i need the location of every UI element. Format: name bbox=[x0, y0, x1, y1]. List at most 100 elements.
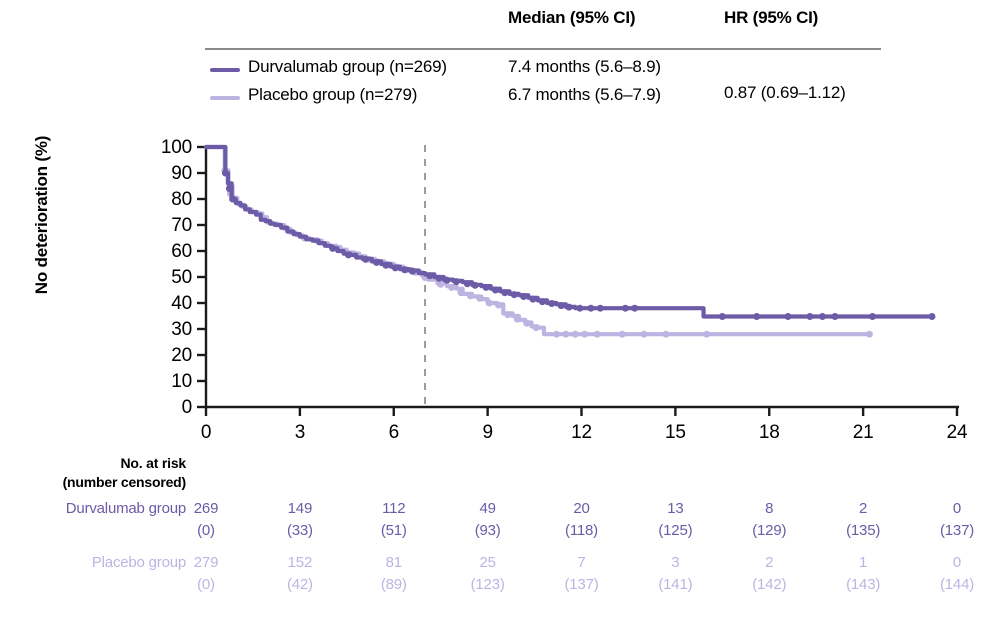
censor-mark bbox=[435, 274, 443, 282]
censor-mark bbox=[426, 272, 434, 280]
risk-row-label-durvalumab: Durvalumab group bbox=[65, 500, 186, 517]
x-tick-label-15: 15 bbox=[665, 422, 686, 443]
legend-swatch-placebo bbox=[210, 96, 240, 100]
censor-mark bbox=[596, 304, 604, 312]
censor-mark bbox=[221, 169, 229, 177]
risk-cell-at-risk: 49 bbox=[479, 500, 496, 517]
risk-cell-censored: (141) bbox=[658, 576, 693, 593]
survival-curve-line bbox=[203, 144, 935, 319]
censor-mark bbox=[466, 292, 474, 300]
censor-mark bbox=[581, 330, 589, 338]
y-tick-label-80: 80 bbox=[171, 189, 192, 210]
censor-mark bbox=[532, 324, 540, 332]
censor-mark bbox=[513, 315, 521, 323]
legend-summary-table: Median (95% CI) HR (95% CI) Durvalumab g… bbox=[205, 8, 881, 113]
censor-mark bbox=[529, 295, 537, 303]
median-column-header: Median (95% CI) bbox=[508, 8, 636, 27]
y-tick-label-70: 70 bbox=[171, 215, 192, 236]
x-tick-label-12: 12 bbox=[571, 422, 592, 443]
censor-mark bbox=[621, 304, 629, 312]
y-tick-label-30: 30 bbox=[171, 319, 192, 340]
x-tick-label-18: 18 bbox=[759, 422, 780, 443]
censor-mark bbox=[640, 330, 648, 338]
risk-cell-censored: (0) bbox=[197, 522, 215, 539]
censor-mark bbox=[401, 266, 409, 274]
risk-cell-censored: (0) bbox=[197, 576, 215, 593]
risk-cell-at-risk: 1 bbox=[859, 554, 868, 571]
censor-mark bbox=[538, 298, 546, 306]
censor-mark bbox=[865, 330, 873, 338]
censor-mark bbox=[373, 258, 381, 266]
legend-median-durvalumab: 7.4 months (5.6–8.9) bbox=[508, 57, 661, 76]
censor-mark bbox=[382, 261, 390, 269]
censor-mark bbox=[520, 293, 528, 300]
y-tick-label-40: 40 bbox=[171, 293, 192, 314]
risk-title-line1: No. at risk bbox=[120, 455, 187, 471]
censor-mark bbox=[491, 286, 499, 294]
numbers-at-risk-table: No. at risk (number censored) Durvalumab… bbox=[0, 452, 996, 624]
censor-mark bbox=[225, 185, 233, 193]
risk-cell-at-risk: 112 bbox=[382, 500, 406, 517]
censor-mark bbox=[476, 294, 484, 302]
hazard-ratio-value: 0.87 (0.69–1.12) bbox=[724, 83, 846, 102]
y-tick-label-60: 60 bbox=[171, 241, 192, 262]
censor-mark bbox=[631, 304, 639, 312]
censor-mark bbox=[457, 289, 465, 297]
censor-mark bbox=[548, 300, 556, 308]
y-tick-label-0: 0 bbox=[182, 397, 192, 418]
censor-mark bbox=[718, 313, 726, 321]
risk-cell-at-risk: 2 bbox=[859, 500, 868, 517]
legend-median-placebo: 6.7 months (5.6–7.9) bbox=[508, 85, 661, 104]
plot-area: No deterioration (%) 0 10 20 30 40 50 60 70 80 90… bbox=[32, 136, 968, 443]
risk-cell-censored: (137) bbox=[564, 576, 599, 593]
series-placebo bbox=[203, 144, 873, 338]
censor-mark bbox=[391, 264, 399, 272]
risk-cell-at-risk: 0 bbox=[952, 500, 962, 517]
censor-mark bbox=[437, 280, 445, 288]
censor-mark bbox=[362, 255, 370, 263]
risk-cell-censored: (135) bbox=[846, 522, 881, 539]
censor-mark bbox=[818, 313, 826, 321]
censor-mark bbox=[471, 281, 479, 289]
censor-mark bbox=[448, 283, 456, 291]
censor-mark bbox=[587, 304, 595, 312]
censor-mark bbox=[662, 330, 670, 338]
risk-cell-at-risk: 149 bbox=[287, 500, 313, 517]
censor-mark bbox=[593, 330, 601, 338]
risk-cell-censored: (137) bbox=[939, 522, 975, 539]
censor-mark bbox=[495, 301, 503, 309]
risk-cell-censored: (123) bbox=[470, 576, 505, 593]
legend-label-placebo: Placebo group (n=279) bbox=[248, 85, 418, 104]
censor-mark bbox=[928, 313, 936, 321]
y-tick-label-10: 10 bbox=[171, 371, 192, 392]
risk-cell-censored: (125) bbox=[658, 522, 693, 539]
censor-mark bbox=[443, 276, 451, 284]
risk-cell-at-risk: 279 bbox=[193, 554, 219, 571]
censor-mark bbox=[806, 313, 814, 321]
censor-mark bbox=[452, 278, 460, 286]
censor-mark bbox=[571, 330, 579, 338]
risk-cell-censored: (118) bbox=[565, 522, 598, 539]
risk-cell-at-risk: 81 bbox=[385, 554, 402, 571]
risk-cell-at-risk: 3 bbox=[671, 554, 680, 571]
censor-mark bbox=[557, 302, 565, 310]
risk-cell-at-risk: 2 bbox=[765, 554, 774, 571]
legend-swatch-durvalumab bbox=[210, 68, 240, 72]
header-divider bbox=[205, 48, 881, 50]
x-tick-label-0: 0 bbox=[201, 422, 211, 443]
censor-mark bbox=[703, 330, 711, 338]
risk-cell-censored: (129) bbox=[752, 522, 787, 539]
risk-cell-at-risk: 8 bbox=[765, 500, 774, 517]
risk-cell-censored: (144) bbox=[939, 576, 975, 593]
censor-mark bbox=[552, 330, 560, 338]
censor-mark bbox=[831, 313, 839, 321]
censor-mark bbox=[482, 283, 490, 291]
censor-mark bbox=[504, 311, 512, 319]
risk-cell-censored: (89) bbox=[380, 576, 407, 593]
risk-cell-censored: (33) bbox=[286, 522, 313, 539]
censor-mark bbox=[501, 289, 509, 297]
censor-mark bbox=[784, 313, 792, 321]
censor-mark bbox=[576, 304, 584, 312]
risk-title-line2: (number censored) bbox=[62, 474, 187, 490]
